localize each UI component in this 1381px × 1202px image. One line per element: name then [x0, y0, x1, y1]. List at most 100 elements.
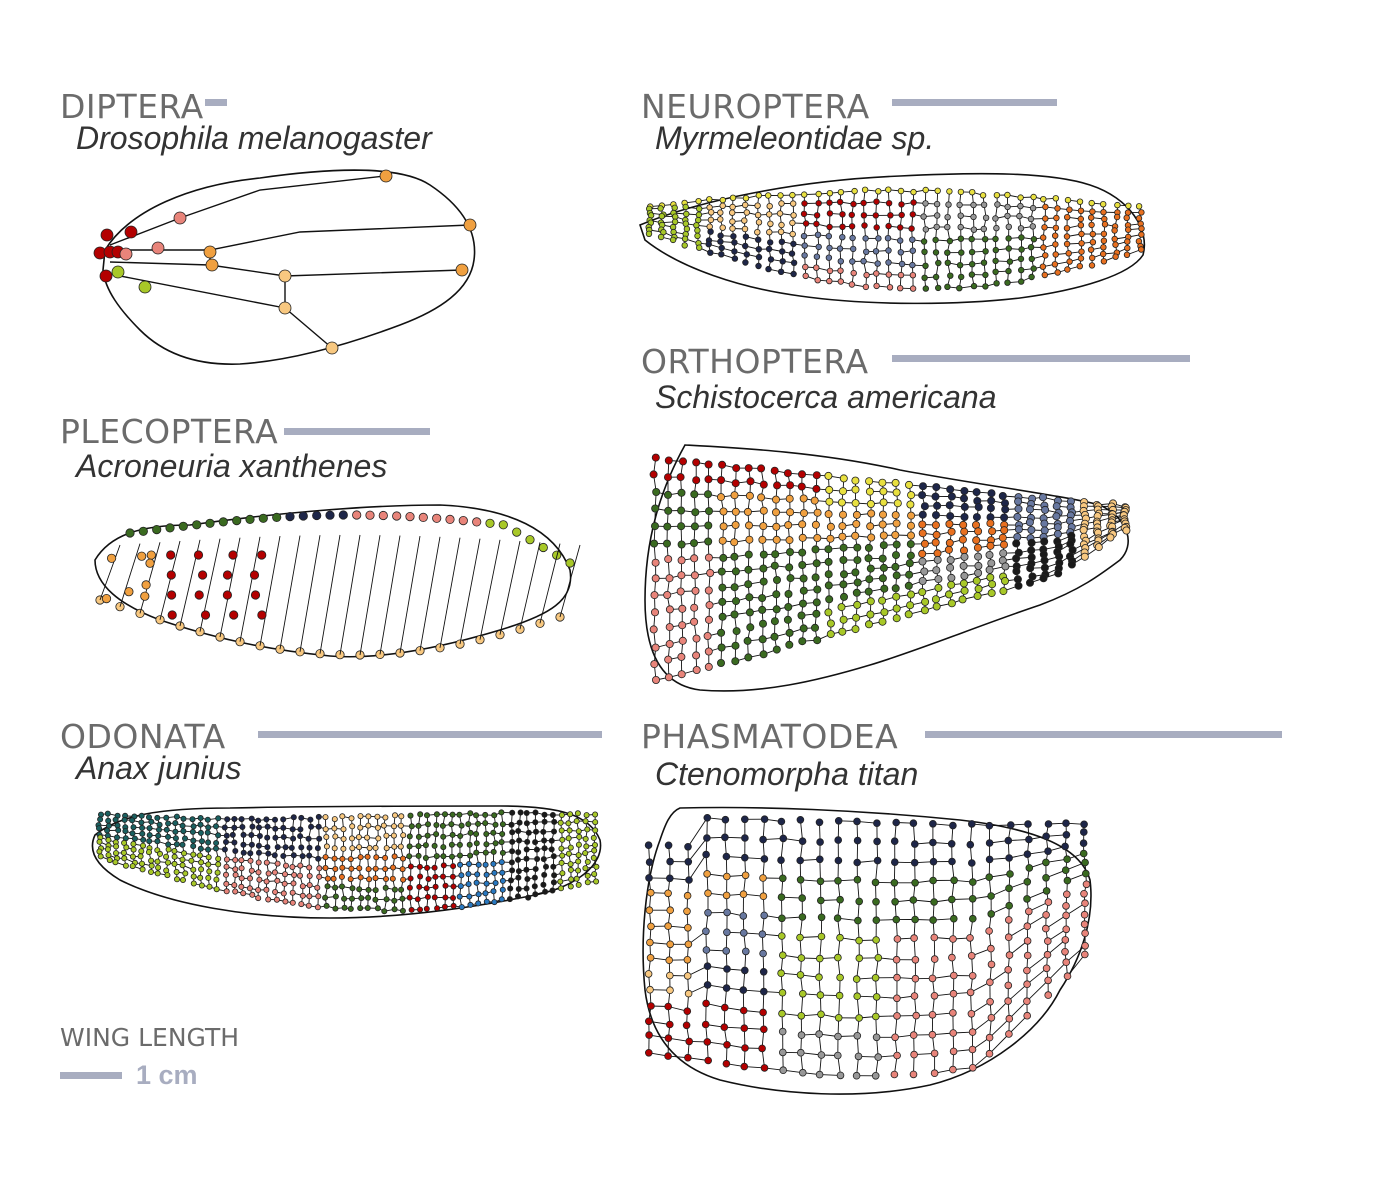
vein-node — [948, 857, 956, 866]
vein-node — [850, 269, 857, 277]
vein-node — [684, 989, 693, 998]
vein-node — [767, 239, 774, 246]
vein-node — [707, 249, 714, 256]
vein-node — [873, 198, 880, 205]
vein-node — [826, 223, 833, 231]
vein-node — [111, 265, 125, 279]
vein-node — [897, 285, 904, 292]
vein-node — [985, 1033, 994, 1042]
vein-node — [666, 986, 674, 994]
vein-node — [837, 278, 844, 285]
vein-node — [1079, 849, 1088, 858]
vein-node — [949, 1047, 958, 1056]
vein-node — [949, 1009, 957, 1017]
vein-node — [836, 245, 844, 252]
vein-node — [930, 1069, 939, 1077]
vein-node — [455, 263, 469, 277]
vein-node — [665, 956, 673, 964]
vein-node — [930, 898, 938, 906]
vein-node — [816, 896, 825, 905]
vein-node — [985, 1049, 994, 1058]
vein-node — [970, 201, 977, 209]
vein-node — [1062, 902, 1070, 910]
vein-node — [778, 914, 786, 923]
vein-node — [1004, 981, 1013, 990]
vein-node — [885, 186, 892, 193]
vein-node — [797, 954, 806, 962]
vein-node — [839, 223, 846, 230]
vein-node — [836, 895, 844, 904]
vein-node — [852, 975, 861, 983]
vein-node — [946, 237, 954, 245]
vein-node — [767, 256, 775, 263]
vein-node — [665, 874, 674, 883]
vein-node — [719, 224, 726, 231]
vein-node — [970, 226, 978, 233]
vein-node — [922, 226, 929, 233]
vein-node — [722, 1059, 731, 1068]
vein-node — [826, 244, 833, 252]
vein-node — [755, 253, 763, 261]
vein-node — [779, 834, 788, 843]
vein-node — [740, 815, 749, 824]
vein-node — [801, 252, 808, 259]
vein-node — [968, 971, 977, 980]
vein-node — [740, 1024, 749, 1032]
vein-node — [911, 878, 919, 887]
vein-node — [891, 897, 899, 906]
vein-node — [1082, 880, 1091, 889]
vein-node — [645, 230, 653, 237]
vein-node — [684, 1053, 692, 1062]
vein-node — [796, 933, 804, 942]
vein-node — [778, 1048, 787, 1057]
vein-node — [647, 922, 655, 931]
vein-node — [993, 224, 1000, 232]
vein-node — [669, 236, 677, 244]
vein-node — [722, 872, 731, 881]
vein-node — [138, 280, 152, 294]
vein-node — [1023, 980, 1031, 988]
vein-node — [834, 816, 843, 825]
vein-node — [664, 922, 672, 930]
vein-node — [1043, 950, 1052, 959]
vein-node — [958, 273, 965, 281]
vein-node — [717, 216, 724, 223]
vein-node — [921, 248, 928, 255]
vein-node — [836, 933, 844, 942]
vein-node — [816, 991, 825, 999]
vein-node — [717, 238, 724, 245]
vein-node — [776, 210, 784, 217]
vein-node — [1080, 820, 1088, 829]
vein-node — [1061, 842, 1069, 851]
vein-node — [825, 232, 832, 240]
vein-node — [862, 235, 869, 242]
vein-node — [815, 855, 824, 864]
vein-node — [826, 277, 833, 285]
vein-node — [778, 200, 785, 207]
vein-node — [777, 932, 786, 940]
vein-node — [789, 191, 796, 199]
vein-node — [890, 837, 899, 845]
vein-node — [664, 841, 673, 850]
vein-node — [826, 199, 833, 206]
vein-node — [817, 1051, 826, 1059]
vein-node — [860, 212, 868, 219]
vein-node — [837, 258, 844, 265]
vein-node — [777, 969, 785, 977]
vein-node — [1042, 832, 1050, 841]
vein-node — [681, 242, 688, 249]
vein-node — [790, 259, 798, 266]
vein-node — [646, 985, 654, 994]
vein-node — [684, 842, 692, 851]
vein-node — [1081, 858, 1089, 867]
vein-node — [944, 223, 951, 231]
vein-node — [815, 1070, 824, 1079]
vein-node — [860, 199, 867, 207]
vein-node — [703, 834, 711, 842]
vein-node — [872, 897, 880, 906]
vein-node — [703, 1038, 712, 1046]
vein-node — [778, 874, 787, 883]
vein-node — [944, 249, 951, 256]
vein-node — [801, 242, 808, 249]
vein-node — [982, 271, 989, 279]
